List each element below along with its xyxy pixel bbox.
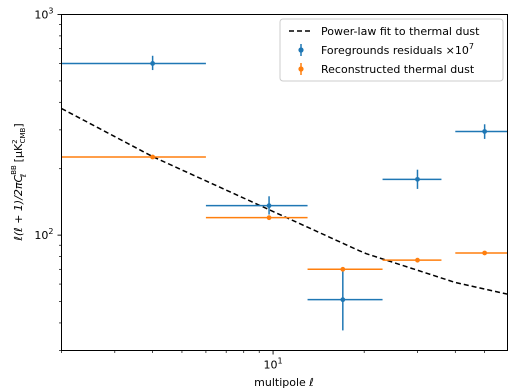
point-marker [340, 266, 346, 272]
axis-ticks: 102 103 101 [34, 7, 485, 372]
y-tick-label: 102 [34, 227, 53, 242]
data-point [307, 270, 383, 331]
fit-line [61, 107, 508, 295]
point-marker [415, 176, 420, 182]
legend-marker-swatch [298, 66, 304, 72]
data-point [455, 250, 508, 256]
y-tick-label: 103 [34, 7, 53, 22]
legend-item: Reconstructed thermal dust [298, 63, 475, 76]
legend-label: Power-law fit to thermal dust [321, 25, 480, 38]
x-tick-label: 101 [264, 357, 283, 372]
y-axis-label: ℓ(ℓ + 1)/2πCBBℓ [μK2CMB] [10, 123, 28, 241]
point-marker [150, 61, 156, 66]
x-axis-label: multipole ℓ [254, 376, 314, 389]
legend-box [279, 18, 504, 82]
legend: Power-law fit to thermal dust Foregrounds… [279, 18, 504, 82]
data-point [382, 169, 442, 189]
legend-label: Reconstructed thermal dust [321, 63, 475, 76]
plot-series [61, 55, 508, 331]
legend-item: Foregrounds residuals ×107 [298, 42, 474, 57]
legend-label: Foregrounds residuals ×107 [321, 42, 474, 57]
data-point [455, 124, 508, 139]
plot-area [61, 55, 508, 331]
legend-item: Power-law fit to thermal dust [289, 25, 480, 38]
data-point [382, 257, 442, 263]
data-point [205, 196, 308, 215]
data-point [61, 154, 206, 160]
point-marker [266, 215, 272, 221]
data-point [205, 215, 308, 221]
legend-marker-swatch [298, 47, 304, 53]
point-marker [150, 154, 156, 160]
data-point [61, 55, 206, 71]
point-marker [482, 250, 488, 256]
y-axis-label-text: ℓ(ℓ + 1)/2πCBBℓ [μK2CMB] [10, 123, 28, 241]
point-marker [340, 297, 346, 303]
point-marker [415, 257, 420, 263]
point-marker [482, 129, 488, 134]
point-marker [266, 203, 272, 209]
data-point [307, 266, 383, 272]
